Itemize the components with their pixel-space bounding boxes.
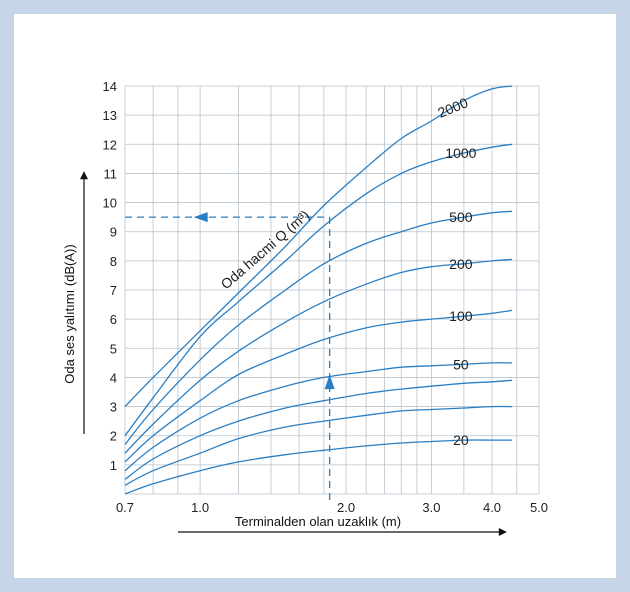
example-up-arrow bbox=[324, 374, 335, 390]
x-tick-label: 3.0 bbox=[422, 500, 440, 515]
y-tick-label: 3 bbox=[110, 400, 117, 415]
curve-label: 50 bbox=[453, 356, 469, 372]
curve-label: 100 bbox=[449, 308, 473, 324]
y-axis-title: Oda ses yalıtımı (dB(A)) bbox=[62, 244, 77, 383]
curves bbox=[124, 85, 513, 495]
example-left-arrow bbox=[193, 212, 208, 223]
curve-line bbox=[124, 85, 513, 408]
y-tick-label: 14 bbox=[103, 79, 117, 94]
y-tick-label: 8 bbox=[110, 254, 117, 269]
y-tick-label: 7 bbox=[110, 283, 117, 298]
y-tick-label: 1 bbox=[110, 458, 117, 473]
y-tick-label: 5 bbox=[110, 341, 117, 356]
curve-line bbox=[124, 379, 513, 480]
y-tick-label: 9 bbox=[110, 225, 117, 240]
figure-frame: 1 2 3 4 5 6 7 8 9 10 11 12 13 14 0.7 1.0 2.0 3.0 4.0 5.0 2… bbox=[14, 14, 616, 578]
curve-line bbox=[124, 143, 513, 437]
example-reading bbox=[125, 212, 335, 500]
curve-line bbox=[124, 405, 513, 486]
x-tick-label: 5.0 bbox=[530, 500, 548, 515]
curve-line bbox=[124, 258, 513, 454]
curve-line bbox=[124, 439, 513, 495]
curve-label: 20 bbox=[453, 432, 469, 448]
x-tick-label: 4.0 bbox=[483, 500, 501, 515]
curve-label: 1000 bbox=[445, 145, 476, 161]
y-tick-label: 12 bbox=[103, 137, 117, 152]
y-tick-label: 4 bbox=[110, 370, 117, 385]
x-tick-labels: 0.7 1.0 2.0 3.0 4.0 5.0 bbox=[116, 500, 548, 515]
y-tick-label: 11 bbox=[104, 166, 118, 181]
grid bbox=[124, 85, 540, 495]
x-tick-label: 0.7 bbox=[116, 500, 134, 515]
curve-labels: 2000 1000 500 200 100 50 20 bbox=[435, 94, 476, 448]
y-tick-label: 6 bbox=[110, 312, 117, 327]
y-tick-label: 10 bbox=[103, 196, 117, 211]
y-tick-label: 2 bbox=[110, 429, 117, 444]
y-tick-label: 13 bbox=[103, 108, 117, 123]
curve-line bbox=[124, 362, 513, 472]
curve-label: 200 bbox=[449, 256, 473, 272]
curve-label: 2000 bbox=[435, 94, 470, 121]
x-axis-title: Terminalden olan uzaklık (m) bbox=[235, 514, 401, 529]
curve-label: 500 bbox=[449, 209, 473, 225]
x-tick-label: 2.0 bbox=[337, 500, 355, 515]
x-tick-label: 1.0 bbox=[191, 500, 209, 515]
curve-line bbox=[124, 210, 513, 445]
curve-line bbox=[124, 309, 513, 463]
